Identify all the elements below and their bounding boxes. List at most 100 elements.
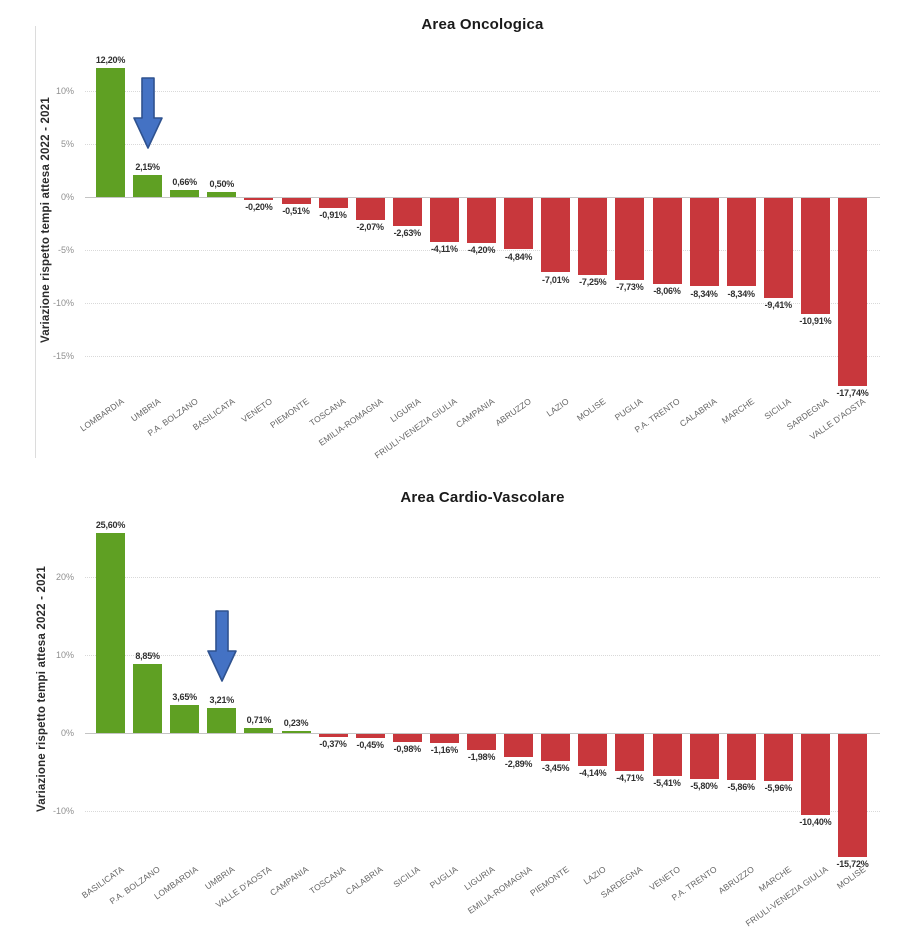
chart-title: Area Cardio-Vascolare (400, 489, 565, 506)
x-category-label: SICILIA (762, 396, 794, 422)
bar-emilia-romagna (504, 734, 534, 757)
x-category-label: MOLISE (574, 396, 608, 423)
x-category-label: CAMPANIA (268, 864, 311, 898)
value-label: -4,20% (467, 244, 496, 255)
value-label: -2,07% (356, 222, 385, 233)
y-tick-label: -5% (57, 244, 74, 255)
value-label: -10,40% (799, 817, 832, 828)
bar-friuli-venezia-giulia (429, 198, 459, 242)
value-label: -0,91% (319, 209, 347, 220)
bar-emilia-romagna (355, 198, 385, 221)
value-label: -5,80% (690, 781, 718, 792)
bar-valle-d-aosta (838, 198, 867, 387)
value-label: -8,34% (727, 288, 756, 299)
value-label: -1,98% (467, 751, 496, 762)
value-label: 3,65% (172, 691, 197, 702)
bar-friuli-venezia-giulia (800, 734, 830, 816)
value-label: -1,16% (430, 745, 459, 756)
x-category-label: SICILIA (391, 864, 423, 890)
bar-calabria (355, 734, 385, 738)
bar-molise (838, 734, 867, 857)
bar-p-a-trento (689, 734, 719, 780)
x-category-label: PUGLIA (612, 396, 645, 423)
bar-lazio (578, 734, 608, 767)
bar-lazio (541, 198, 571, 273)
gridline (85, 577, 880, 578)
value-label: -0,37% (319, 739, 347, 749)
value-label: -2,89% (504, 758, 533, 769)
y-tick-label: -10% (52, 805, 74, 816)
value-label: -4,11% (430, 243, 458, 254)
bar-campania (467, 198, 496, 243)
value-label: 12,20% (95, 55, 126, 65)
x-category-label: EMILIA-ROMAGNA (465, 864, 534, 916)
bar-sicilia (763, 198, 793, 298)
x-category-label: CALABRIA (678, 396, 719, 429)
bar-p-a-trento (652, 198, 682, 284)
gridline (85, 144, 880, 146)
bar-p-a-bolzano (133, 664, 163, 734)
chart-area-cardio-vascolare: Area Cardio-Vascolare Variazione rispett… (0, 480, 900, 943)
bar-basilicata (207, 191, 237, 198)
x-category-label: LAZIO (544, 396, 571, 419)
value-label: -0,98% (393, 743, 422, 754)
value-label: -5,41% (653, 778, 681, 789)
x-category-label: EMILIA-ROMAGNA (316, 396, 385, 448)
x-category-label: ABRUZZO (716, 864, 756, 896)
x-category-label: PIEMONTE (527, 864, 571, 899)
value-label: -8,06% (653, 285, 681, 296)
value-label: -0,45% (356, 739, 385, 750)
value-label: -8,34% (690, 288, 718, 299)
value-label: 0,50% (209, 178, 235, 189)
bar-campania (281, 731, 311, 734)
bar-piemonte (281, 198, 311, 204)
value-label: 0,71% (246, 714, 272, 725)
bar-abruzzo (504, 198, 534, 250)
bar-piemonte (541, 734, 571, 761)
left-frame-line (35, 26, 36, 458)
y-tick-label: 20% (55, 571, 74, 582)
value-label: -0,51% (282, 205, 310, 216)
bar-puglia (615, 198, 645, 281)
y-tick-label: 5% (60, 138, 74, 149)
y-tick-label: -10% (52, 297, 74, 308)
chart-area-oncologica: Area Oncologica Variazione rispetto temp… (35, 16, 880, 460)
bar-sicilia (392, 734, 422, 742)
value-label: 25,60% (95, 520, 126, 531)
x-category-label: ABRUZZO (493, 396, 534, 428)
bar-molise (578, 198, 608, 275)
gridline (85, 250, 880, 252)
value-label: -4,84% (504, 251, 533, 262)
bar-sardegna (615, 734, 645, 771)
value-label: -17,74% (836, 388, 869, 399)
x-axis-line (85, 197, 880, 199)
gridline (85, 303, 880, 305)
bar-basilicata (96, 533, 125, 734)
gridline (85, 655, 880, 656)
bar-liguria (467, 734, 496, 750)
plot-area: 10% 5% 0% -5% -10% -15% 12,20% LOMBARDIA 2,15% UM… (52, 55, 880, 460)
value-label: -3,45% (542, 763, 570, 773)
bar-lombardia (170, 704, 200, 734)
bar-toscana (318, 198, 348, 208)
gridline (85, 356, 880, 358)
value-label: -4,71% (616, 772, 644, 783)
x-category-label: MARCHE (719, 396, 756, 426)
bar-marche (726, 198, 756, 287)
down-arrow-icon (132, 76, 163, 149)
y-tick-label: 10% (55, 649, 74, 660)
value-label: 3,21% (209, 695, 235, 705)
value-label: -7,73% (616, 282, 644, 293)
down-arrow-icon (206, 610, 237, 682)
gridline (85, 811, 880, 813)
value-label: -7,25% (579, 277, 607, 287)
bar-puglia (429, 734, 459, 744)
x-category-label: CAMPANIA (453, 396, 497, 430)
y-tick-label: 0% (60, 727, 74, 738)
x-axis-line (85, 733, 880, 735)
bar-toscana (318, 734, 348, 737)
bar-valle-d-aosta (244, 727, 274, 734)
bar-umbria (207, 708, 237, 734)
gridline (85, 91, 880, 93)
